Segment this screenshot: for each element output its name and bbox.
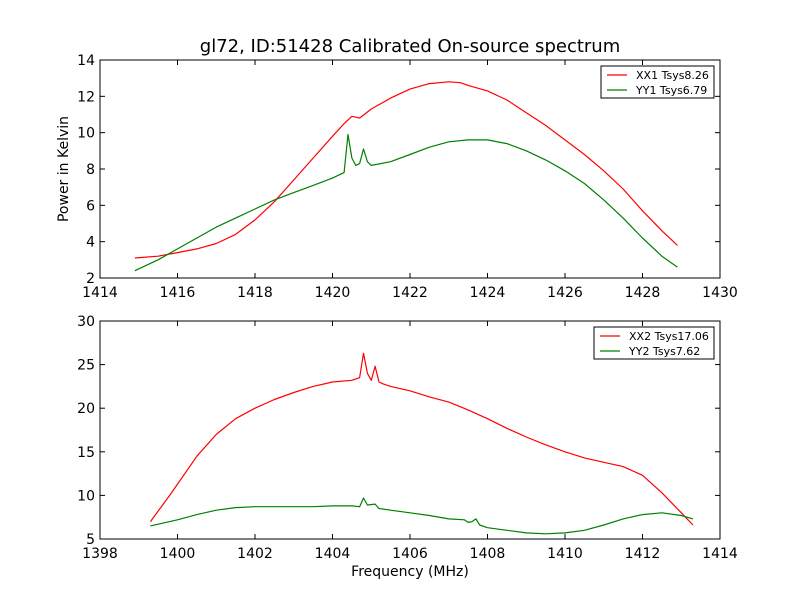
bottom-x-tick-label: 1410 [547,546,583,562]
top-x-tick-label: 1414 [82,285,118,301]
bottom-x-tick-label: 1414 [702,546,738,562]
bottom-axis-ticks: 1398 1400 1402 1404 1406 1408 1410 1412 1414 5 10 1… [77,314,738,562]
top-legend: XX1 Tsys8.26 YY1 Tsys6.79 [600,65,715,99]
bottom-y-tick-label: 20 [77,401,95,417]
chart-title: gl72, ID:51428 Calibrated On-source spec… [200,36,620,57]
top-x-tick-label: 1428 [625,285,661,301]
bottom-series-group [149,352,694,535]
top-y-tick-label: 8 [86,162,95,178]
bottom-legend: XX2 Tsys17.06 YY2 Tsys7.62 [593,326,715,360]
bottom-y-tick-label: 25 [77,358,95,374]
top-x-tick-label: 1422 [392,285,428,301]
bottom-x-tick-label: 1412 [625,546,661,562]
top-y-tick-label: 12 [77,89,95,105]
top-x-tick-label: 1418 [237,285,273,301]
top-y-axis-label: Power in Kelvin [56,116,72,222]
bottom-legend-label-yy2: YY2 Tsys7.62 [628,345,700,358]
top-series-line-yy1 [134,133,678,272]
top-y-tick-label: 2 [86,271,95,287]
bottom-series-line-yy2 [150,497,694,535]
bottom-y-tick-label: 5 [86,532,95,548]
top-x-tick-label: 1416 [160,285,196,301]
bottom-y-tick-label: 30 [77,314,95,330]
top-x-tick-label: 1420 [315,285,351,301]
top-y-tick-label: 10 [77,126,95,142]
bottom-y-tick-label: 10 [77,488,95,504]
bottom-x-tick-label: 1408 [470,546,506,562]
x-axis-label: Frequency (MHz) [351,564,469,580]
bottom-x-tick-label: 1404 [315,546,351,562]
top-series-group [134,81,678,272]
top-legend-box [600,65,715,99]
top-y-tick-label: 6 [86,198,95,214]
top-y-tick-label: 14 [77,53,95,69]
top-x-tick-label: 1430 [702,285,738,301]
bottom-y-tick-label: 15 [77,445,95,461]
top-legend-label-xx1: XX1 Tsys8.26 [636,69,709,82]
bottom-legend-box [593,326,715,360]
top-axis-ticks: 1414 1416 1418 1420 1422 1424 1426 1428 1430 2 4 6 8… [77,53,738,301]
bottom-x-tick-label: 1398 [82,546,118,562]
top-series-line-xx1 [134,81,678,259]
top-subplot: gl72, ID:51428 Calibrated On-source spec… [56,36,738,301]
bottom-legend-label-xx2: XX2 Tsys17.06 [629,330,709,343]
top-x-tick-label: 1424 [470,285,506,301]
top-y-tick-label: 4 [86,235,95,251]
bottom-x-tick-label: 1406 [392,546,428,562]
top-legend-label-yy1: YY1 Tsys6.79 [635,84,707,97]
bottom-x-tick-label: 1400 [160,546,196,562]
bottom-x-tick-label: 1402 [237,546,273,562]
bottom-subplot: 1398 1400 1402 1404 1406 1408 1410 1412 1414 5 10 1… [77,314,738,580]
bottom-series-line-xx2 [149,352,694,526]
top-x-tick-label: 1426 [547,285,583,301]
